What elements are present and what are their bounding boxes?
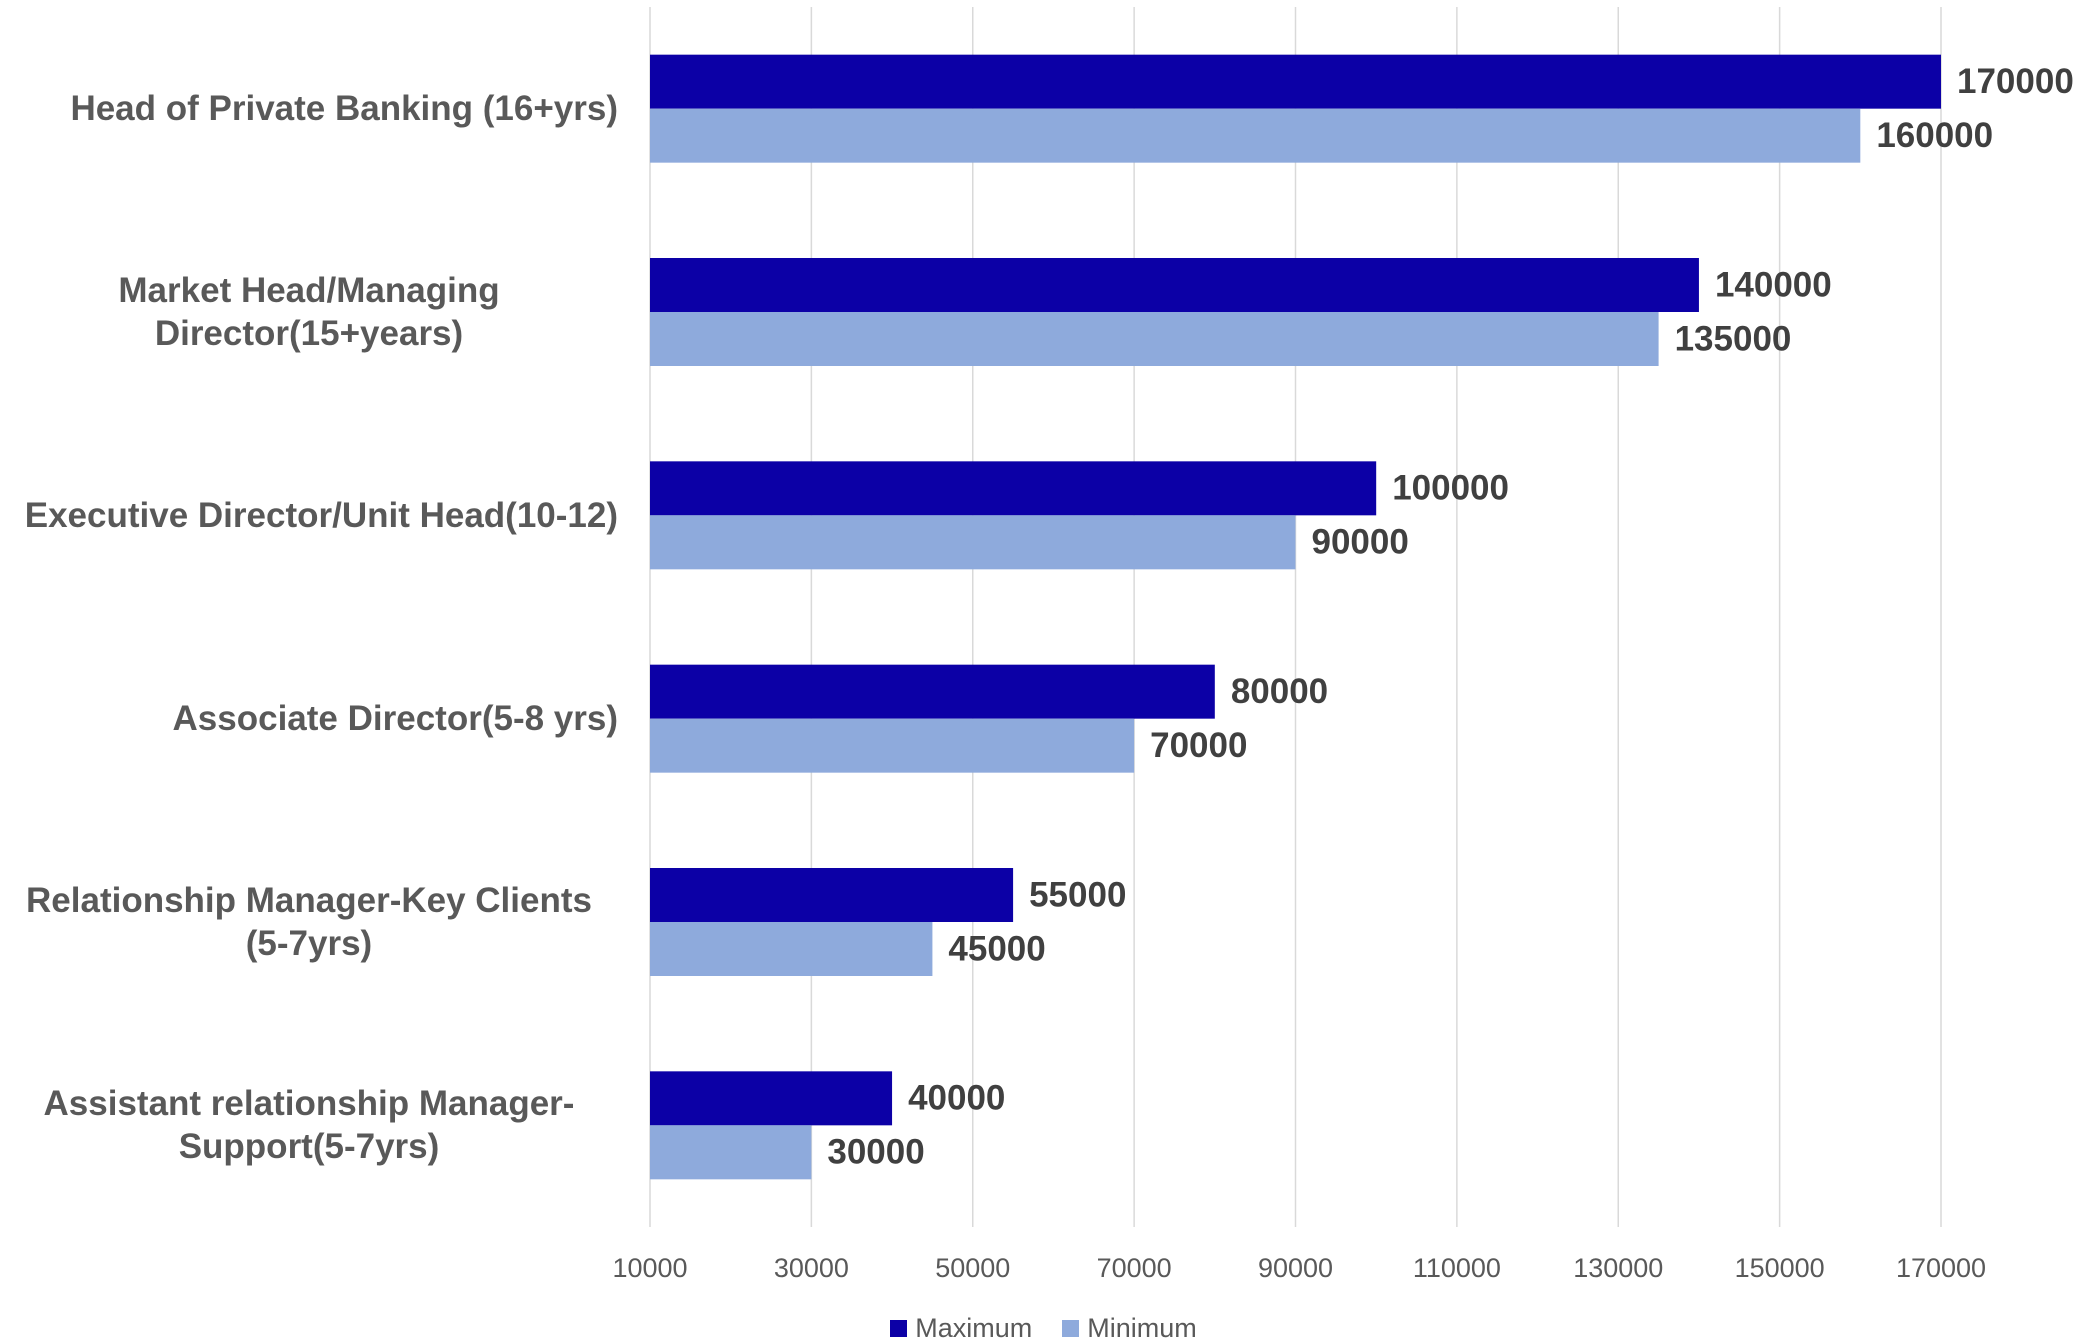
data-label: 100000 (1392, 469, 1509, 508)
x-tick-label: 150000 (1735, 1253, 1825, 1283)
y-tick-label: Relationship Manager-Key Clients (5-7yrs… (0, 879, 618, 965)
bar (650, 868, 1013, 922)
data-label: 55000 (1029, 875, 1126, 914)
page: {"chart_data": {"type": "barh", "categor… (0, 0, 2087, 1340)
y-tick-label: Market Head/Managing Director(15+years) (0, 269, 618, 355)
y-tick-label: Assistant relationship Manager-Support(5… (0, 1082, 618, 1168)
legend-label: Maximum (915, 1316, 1032, 1340)
bar (650, 109, 1860, 163)
category-label-box: Relationship Manager-Key Clients (5-7yrs… (0, 872, 618, 972)
data-label: 170000 (1957, 62, 2074, 101)
x-tick-label: 10000 (612, 1253, 687, 1283)
data-label: 40000 (908, 1079, 1005, 1118)
category-label-box: Executive Director/Unit Head(10-12) (0, 465, 618, 565)
y-tick-label: Associate Director(5-8 yrs) (173, 697, 618, 740)
x-tick-label: 110000 (1413, 1253, 1501, 1283)
bar (650, 515, 1296, 569)
data-label: 30000 (827, 1133, 924, 1172)
category-label-box: Head of Private Banking (16+yrs) (0, 59, 618, 159)
bar (650, 258, 1699, 312)
data-label: 70000 (1150, 726, 1247, 765)
y-tick-label: Executive Director/Unit Head(10-12) (25, 494, 618, 537)
bar (650, 312, 1659, 366)
legend-swatch (890, 1320, 907, 1337)
legend: Maximum Minimum (0, 1316, 2087, 1340)
legend-item: Maximum (890, 1316, 1032, 1340)
data-label: 90000 (1312, 523, 1409, 562)
bar (650, 1071, 892, 1125)
category-label-box: Associate Director(5-8 yrs) (0, 669, 618, 769)
x-tick-label: 50000 (935, 1253, 1010, 1283)
x-tick-label: 170000 (1896, 1253, 1986, 1283)
data-label: 80000 (1231, 672, 1328, 711)
x-tick-label: 90000 (1258, 1253, 1333, 1283)
data-label: 160000 (1876, 116, 1993, 155)
legend-label: Minimum (1087, 1316, 1197, 1340)
x-tick-label: 70000 (1097, 1253, 1172, 1283)
y-tick-label: Head of Private Banking (16+yrs) (70, 87, 618, 130)
bar (650, 922, 932, 976)
data-label: 135000 (1675, 319, 1792, 358)
legend-item: Minimum (1062, 1316, 1197, 1340)
bar (650, 461, 1376, 515)
x-tick-label: 130000 (1573, 1253, 1663, 1283)
bar (650, 665, 1215, 719)
category-label-box: Market Head/Managing Director(15+years) (0, 262, 618, 362)
x-tick-label: 30000 (774, 1253, 849, 1283)
category-label-box: Assistant relationship Manager-Support(5… (0, 1075, 618, 1175)
data-label: 140000 (1715, 265, 1832, 304)
bar (650, 1125, 811, 1179)
legend-swatch (1062, 1320, 1079, 1337)
bar (650, 719, 1134, 773)
bar (650, 55, 1941, 109)
data-label: 45000 (948, 929, 1045, 968)
